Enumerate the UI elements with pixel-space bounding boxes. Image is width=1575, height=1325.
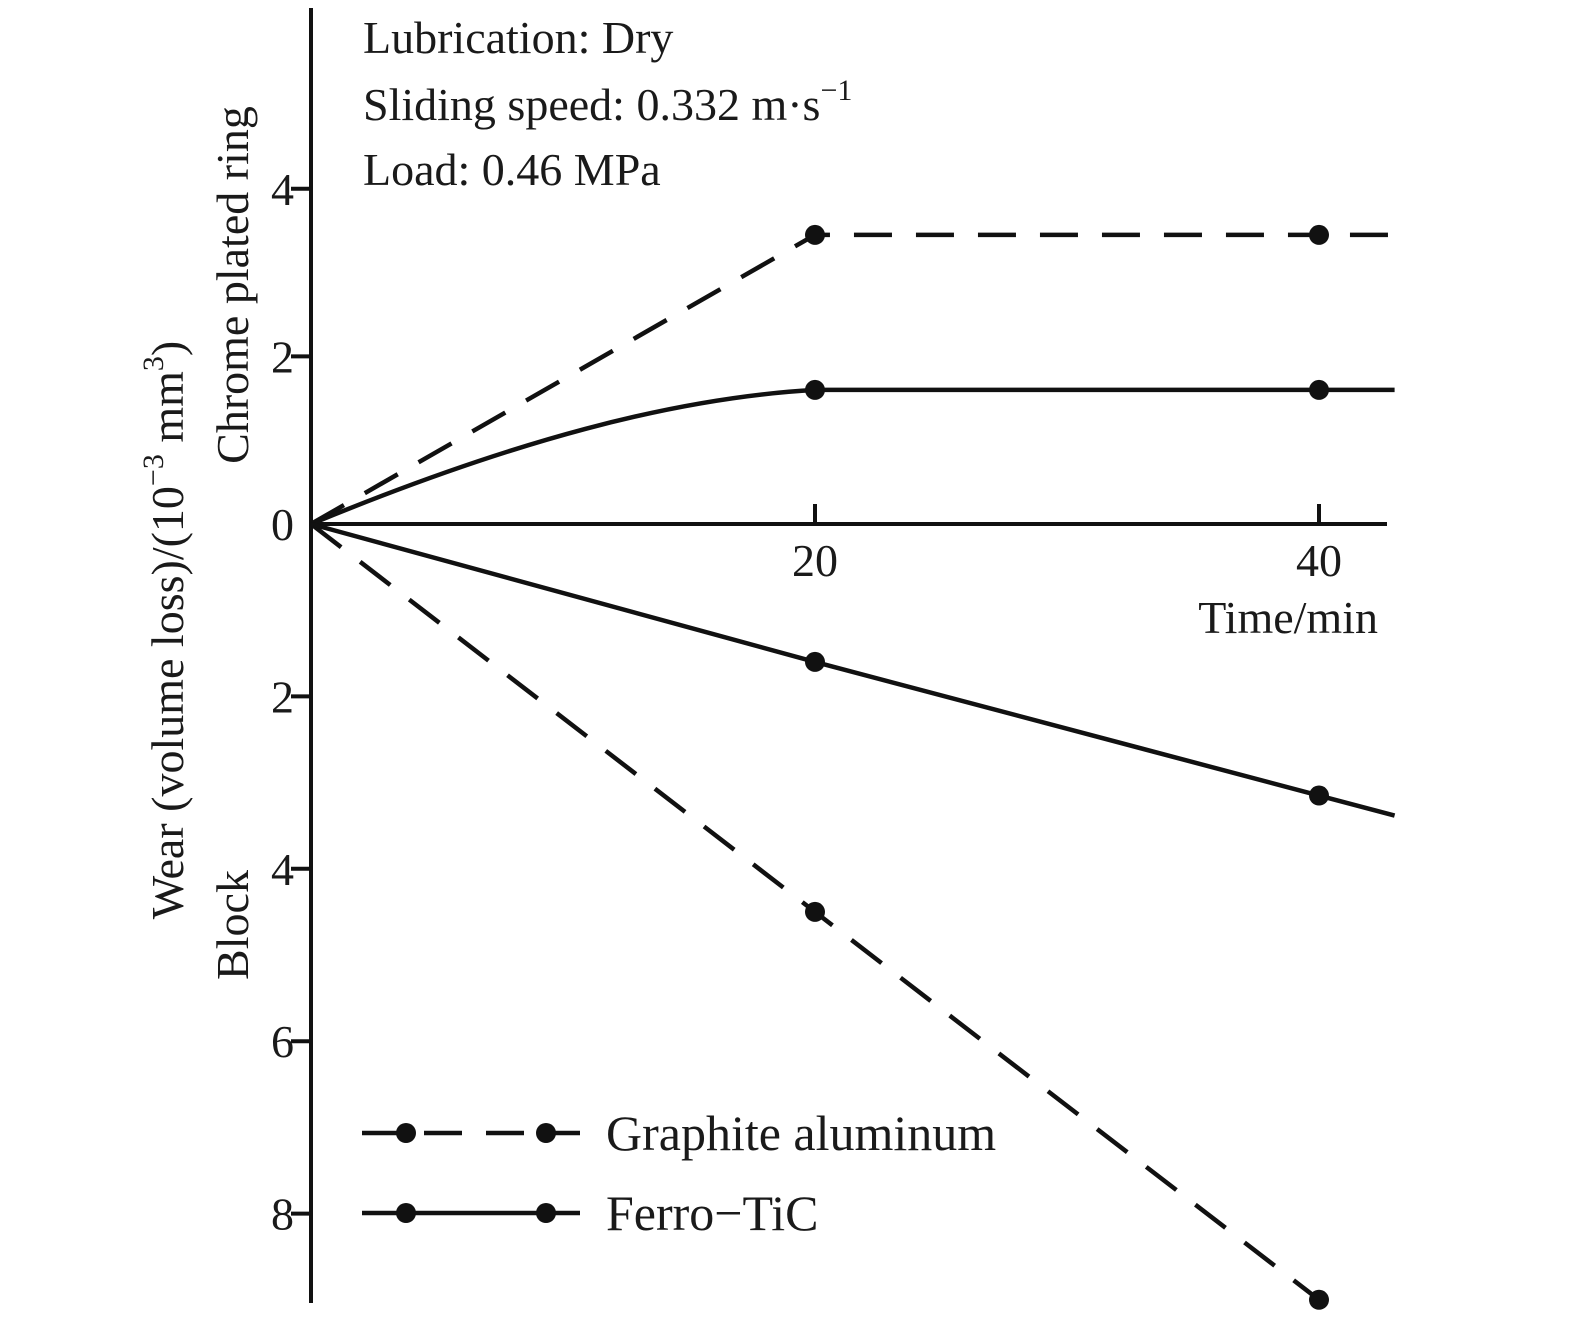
data-point-ring-ferro-tic <box>1309 379 1329 400</box>
condition-sliding-speed: Sliding speed: 0.332 m·s−1 <box>363 74 852 130</box>
y-tick-label-lower: 8 <box>271 1189 294 1240</box>
y-axis-title-main: Wear (volume loss)/(10 <box>142 486 193 919</box>
condition-sliding-speed-text: Sliding speed: 0.332 m·s <box>363 79 820 130</box>
data-point-ring-ferro-tic <box>805 379 825 400</box>
data-point-block-graphite-aluminum <box>1309 1289 1329 1310</box>
x-axis-title: Time/min <box>1198 592 1378 643</box>
y-axis-title-tail: ) <box>142 341 193 356</box>
series-line-block-graphite-aluminum <box>309 522 1332 1311</box>
tick-group: 0 2 4 2 4 6 8 20 40 <box>271 164 1342 1240</box>
y-tick-label-upper: 0 <box>271 499 294 550</box>
legend-marker-graphite-aluminum <box>536 1123 556 1143</box>
data-point-block-ferro-tic <box>805 651 825 672</box>
y-axis-title-unit-exp: 3 <box>137 356 170 371</box>
data-point-ring-graphite-aluminum <box>805 224 825 245</box>
series-line-ring-graphite-aluminum <box>309 232 1395 526</box>
y-axis-label-ring: Chrome plated ring <box>207 106 258 464</box>
legend-marker-ferro-tic <box>536 1203 556 1223</box>
y-tick-label-lower: 6 <box>271 1016 294 1067</box>
series-line-ring-ferro-tic <box>310 387 1395 527</box>
condition-lubrication: Lubrication: Dry <box>363 12 673 63</box>
y-axis-title-exp: −3 <box>137 454 170 486</box>
condition-sliding-speed-exponent: −1 <box>820 74 852 107</box>
legend-label-graphite-aluminum: Graphite aluminum <box>606 1105 996 1161</box>
series-group <box>309 224 1396 1311</box>
y-tick-label-lower: 4 <box>271 844 294 895</box>
legend: Graphite aluminum Ferro−TiC <box>362 1105 996 1241</box>
series-line-block-ferro-tic <box>310 521 1396 818</box>
y-tick-label-upper: 4 <box>271 164 294 215</box>
legend-label-ferro-tic: Ferro−TiC <box>606 1185 819 1241</box>
y-axis-title-unit: mm <box>142 371 193 454</box>
x-tick-label: 40 <box>1296 535 1342 586</box>
legend-marker-ferro-tic <box>396 1203 416 1223</box>
data-point-block-ferro-tic <box>1309 785 1329 806</box>
y-axis-label-block: Block <box>207 870 258 980</box>
data-point-block-graphite-aluminum <box>805 901 825 922</box>
legend-marker-graphite-aluminum <box>396 1123 416 1143</box>
data-point-ring-graphite-aluminum <box>1309 224 1329 245</box>
x-tick-label: 20 <box>792 535 838 586</box>
y-tick-label-lower: 2 <box>271 671 294 722</box>
y-axis-title: Wear (volume loss)/(10−3 mm3) <box>137 341 193 920</box>
condition-load: Load: 0.46 MPa <box>363 144 661 195</box>
y-tick-label-upper: 2 <box>271 331 294 382</box>
